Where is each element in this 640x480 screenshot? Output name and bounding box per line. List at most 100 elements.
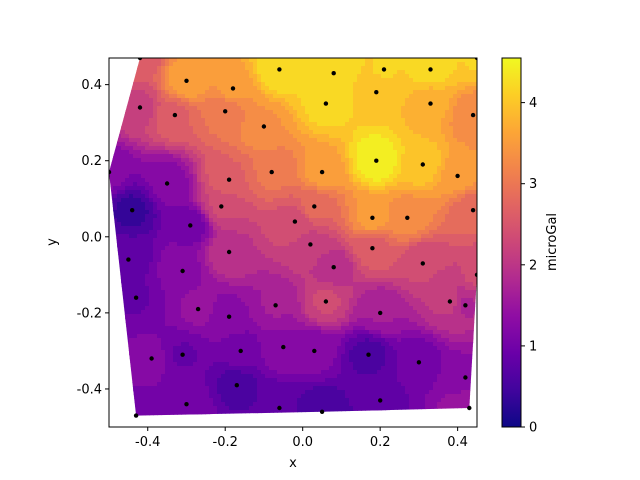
contour-cell <box>369 206 374 211</box>
contour-cell <box>261 190 266 195</box>
contour-cell <box>173 90 178 95</box>
contour-cell <box>297 134 302 139</box>
contour-cell <box>441 110 446 115</box>
contour-cell <box>205 106 210 111</box>
contour-cell <box>305 238 310 243</box>
contour-cell <box>277 186 282 191</box>
contour-cell <box>317 178 322 183</box>
contour-cell <box>341 142 346 147</box>
contour-cell <box>377 78 382 83</box>
contour-cell <box>269 142 274 147</box>
contour-cell <box>373 122 378 127</box>
contour-cell <box>321 210 326 215</box>
contour-cell <box>405 202 410 207</box>
contour-cell <box>433 106 438 111</box>
contour-cell <box>185 158 190 163</box>
contour-cell <box>413 270 418 275</box>
contour-cell <box>249 242 254 247</box>
contour-cell <box>289 130 294 135</box>
contour-cell <box>365 166 370 171</box>
contour-cell <box>193 126 198 131</box>
contour-cell <box>441 134 446 139</box>
contour-cell <box>445 194 450 199</box>
contour-cell <box>305 202 310 207</box>
contour-cell <box>305 138 310 143</box>
contour-cell <box>197 146 202 151</box>
contour-cell <box>253 150 258 155</box>
contour-cell <box>197 170 202 175</box>
contour-cell <box>153 126 158 131</box>
contour-cell <box>373 138 378 143</box>
contour-cell <box>349 174 354 179</box>
contour-cell <box>109 202 114 207</box>
contour-cell <box>241 162 246 167</box>
contour-cell <box>293 254 298 259</box>
contour-cell <box>381 226 386 231</box>
contour-cell <box>393 262 398 267</box>
contour-cell <box>145 178 150 183</box>
contour-cell <box>413 94 418 99</box>
contour-cell <box>181 186 186 191</box>
contour-cell <box>401 162 406 167</box>
contour-cell <box>297 170 302 175</box>
contour-cell <box>473 182 477 187</box>
contour-cell <box>193 242 198 247</box>
contour-cell <box>285 190 290 195</box>
contour-cell <box>225 198 230 203</box>
contour-cell <box>213 134 218 139</box>
contour-cell <box>157 170 162 175</box>
contour-cell <box>169 86 174 91</box>
contour-cell <box>341 238 346 243</box>
contour-cell <box>249 170 254 175</box>
contour-cell <box>309 158 314 163</box>
contour-cell <box>253 90 258 95</box>
contour-cell <box>473 258 477 263</box>
contour-cell <box>473 266 477 271</box>
contour-cell <box>133 70 138 75</box>
contour-cell <box>365 206 370 211</box>
contour-cell <box>289 138 294 143</box>
contour-cell <box>429 98 434 103</box>
contour-cell <box>273 262 278 267</box>
contour-cell <box>185 134 190 139</box>
contour-cell <box>281 134 286 139</box>
contour-cell <box>193 66 198 71</box>
contour-cell <box>397 198 402 203</box>
contour-cell <box>281 90 286 95</box>
contour-cell <box>293 174 298 179</box>
contour-cell <box>157 154 162 159</box>
contour-cell <box>345 86 350 91</box>
contour-cell <box>449 114 454 119</box>
contour-cell <box>157 258 162 263</box>
contour-cell <box>149 70 154 75</box>
contour-cell <box>201 254 206 259</box>
contour-cell <box>437 218 442 223</box>
contour-cell <box>309 130 314 135</box>
contour-cell <box>237 142 242 147</box>
contour-cell <box>221 194 226 199</box>
contour-cell <box>393 74 398 79</box>
contour-cell <box>133 134 138 139</box>
contour-cell <box>409 198 414 203</box>
contour-cell <box>305 262 310 267</box>
contour-cell <box>117 114 122 119</box>
contour-cell <box>345 230 350 235</box>
contour-cell <box>149 118 154 123</box>
contour-cell <box>237 246 242 251</box>
contour-cell <box>245 146 250 151</box>
contour-cell <box>269 106 274 111</box>
contour-cell <box>285 66 290 71</box>
contour-cell <box>369 86 374 91</box>
contour-cell <box>373 58 378 63</box>
contour-cell <box>385 246 390 251</box>
contour-cell <box>373 118 378 123</box>
contour-cell <box>473 162 477 167</box>
contour-cell <box>285 174 290 179</box>
contour-cell <box>465 102 470 107</box>
contour-cell <box>169 202 174 207</box>
contour-cell <box>145 74 150 79</box>
contour-cell <box>361 198 366 203</box>
contour-cell <box>261 246 266 251</box>
contour-cell <box>433 62 438 67</box>
contour-cell <box>141 82 146 87</box>
